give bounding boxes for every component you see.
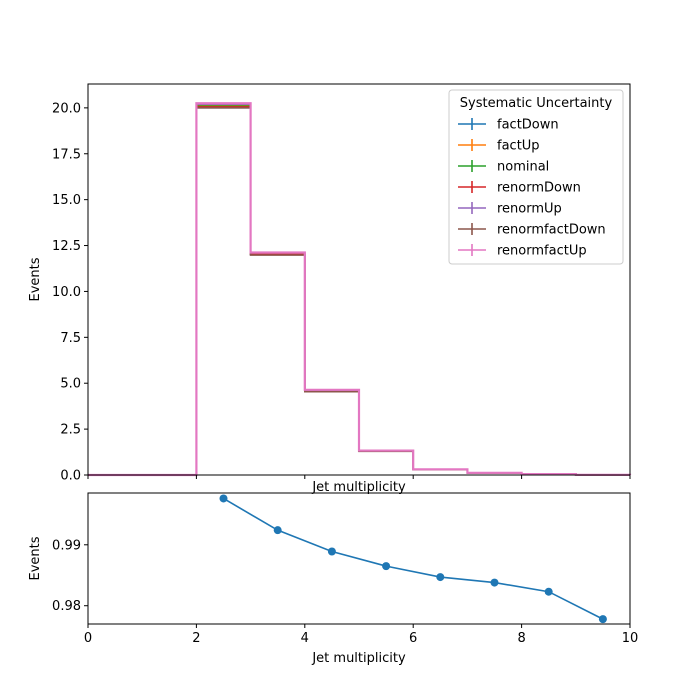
legend-label: nominal (497, 160, 549, 175)
main-y-tick-label: 20.0 (52, 101, 81, 116)
ratio-x-axis-label: Jet multiplicity (311, 651, 406, 666)
ratio-x-tick-label: 2 (192, 631, 200, 646)
main-x-ticks (87, 475, 631, 479)
ratio-point (490, 578, 499, 587)
main-y-tick-label: 10.0 (52, 285, 81, 300)
main-y-tick-label: 15.0 (52, 193, 81, 208)
ratio-y-tick-label: 0.99 (52, 538, 81, 553)
main-histogram-panel: 0.0 2.5 5.0 7.5 10.0 12.5 15.0 17.5 20.0 Jet mul… (28, 83, 632, 495)
main-y-tick-label: 2.5 (60, 423, 81, 438)
legend: Systematic Uncertainty factDown factUp nom… (448, 89, 624, 265)
legend-label: renormfactUp (497, 244, 587, 259)
ratio-x-tick-label: 4 (301, 631, 309, 646)
legend-item-renormUp: renormUp (458, 202, 562, 217)
histogram-series-group (88, 102, 632, 477)
ratio-point (382, 562, 391, 571)
ratio-x-ticks: 0 2 4 6 8 10 (84, 624, 638, 646)
main-y-tick-label: 17.5 (52, 147, 81, 162)
legend-label: renormUp (497, 202, 562, 217)
legend-box (448, 89, 624, 265)
ratio-x-tick-label: 8 (517, 631, 525, 646)
ratio-point (436, 573, 445, 582)
main-y-ticks: 0.0 2.5 5.0 7.5 10.0 12.5 15.0 17.5 20.0 (52, 101, 88, 484)
ratio-y-tick-label: 0.98 (52, 599, 81, 614)
ratio-y-ticks: 0.98 0.99 (52, 538, 88, 614)
main-y-tick-label: 5.0 (60, 377, 81, 392)
ratio-panel: 0.98 0.99 0 2 4 6 8 10 Jet multiplicity Events (28, 492, 638, 666)
legend-item-factDown: factDown (458, 118, 559, 133)
main-y-tick-label: 12.5 (52, 239, 81, 254)
ratio-point (598, 615, 607, 624)
ratio-plot-frame (87, 492, 631, 625)
main-plot-frame (87, 83, 631, 476)
legend-item-renormfactUp: renormfactUp (458, 244, 587, 259)
ratio-point (544, 587, 553, 596)
main-y-tick-label: 7.5 (60, 331, 81, 346)
histogram-line-renormfactUp (88, 102, 632, 477)
legend-label: renormfactDown (497, 223, 606, 238)
ratio-point (273, 526, 282, 535)
legend-item-renormDown: renormDown (458, 181, 581, 196)
main-y-tick-label: 0.0 (60, 469, 81, 484)
legend-item-factUp: factUp (458, 139, 540, 154)
legend-label: factDown (497, 118, 559, 133)
main-x-axis-label: Jet multiplicity (311, 480, 406, 495)
ratio-series-group (219, 494, 607, 624)
ratio-x-tick-label: 6 (409, 631, 417, 646)
legend-item-nominal: nominal (458, 160, 549, 175)
ratio-x-tick-label: 10 (622, 631, 639, 646)
ratio-point (219, 494, 228, 503)
legend-item-renormfactDown: renormfactDown (458, 223, 606, 238)
ratio-line (223, 497, 604, 620)
main-y-axis-label: Events (28, 257, 43, 301)
legend-label: renormDown (497, 181, 581, 196)
legend-items: factDown factUp nominal renormDown renormUp r… (458, 118, 606, 259)
ratio-y-axis-label: Events (28, 536, 43, 580)
legend-title: Systematic Uncertainty (460, 96, 613, 111)
legend-label: factUp (497, 139, 540, 154)
ratio-point (327, 547, 336, 556)
ratio-x-tick-label: 0 (84, 631, 92, 646)
